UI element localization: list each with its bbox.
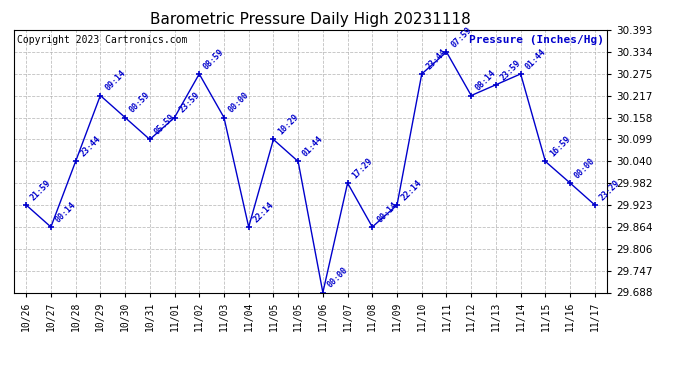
Text: 00:14: 00:14 <box>375 200 399 224</box>
Text: 08:14: 08:14 <box>474 69 498 93</box>
Text: 22:14: 22:14 <box>251 200 275 224</box>
Text: 17:29: 17:29 <box>351 156 375 180</box>
Title: Barometric Pressure Daily High 20231118: Barometric Pressure Daily High 20231118 <box>150 12 471 27</box>
Text: 09:14: 09:14 <box>103 69 127 93</box>
Text: 16:59: 16:59 <box>548 135 572 159</box>
Text: 01:44: 01:44 <box>301 135 325 159</box>
Text: 00:59: 00:59 <box>128 91 152 115</box>
Text: 05:59: 05:59 <box>152 112 177 137</box>
Text: 01:44: 01:44 <box>524 47 547 71</box>
Text: 21:59: 21:59 <box>29 178 53 202</box>
Text: 08:59: 08:59 <box>202 47 226 71</box>
Text: 00:00: 00:00 <box>573 156 597 180</box>
Text: 23:59: 23:59 <box>177 91 201 115</box>
Text: 10:29: 10:29 <box>276 112 300 137</box>
Text: 00:14: 00:14 <box>54 200 78 224</box>
Text: 22:14: 22:14 <box>400 178 424 202</box>
Text: 07:59: 07:59 <box>449 25 473 49</box>
Text: 00:00: 00:00 <box>326 266 350 290</box>
Text: 23:59: 23:59 <box>499 58 523 82</box>
Text: 23:44: 23:44 <box>424 47 448 71</box>
Text: 23:29: 23:29 <box>598 178 622 202</box>
Text: 23:44: 23:44 <box>79 135 102 159</box>
Text: Copyright 2023 Cartronics.com: Copyright 2023 Cartronics.com <box>17 35 187 45</box>
Text: Pressure (Inches/Hg): Pressure (Inches/Hg) <box>469 35 604 45</box>
Text: 00:00: 00:00 <box>227 91 250 115</box>
